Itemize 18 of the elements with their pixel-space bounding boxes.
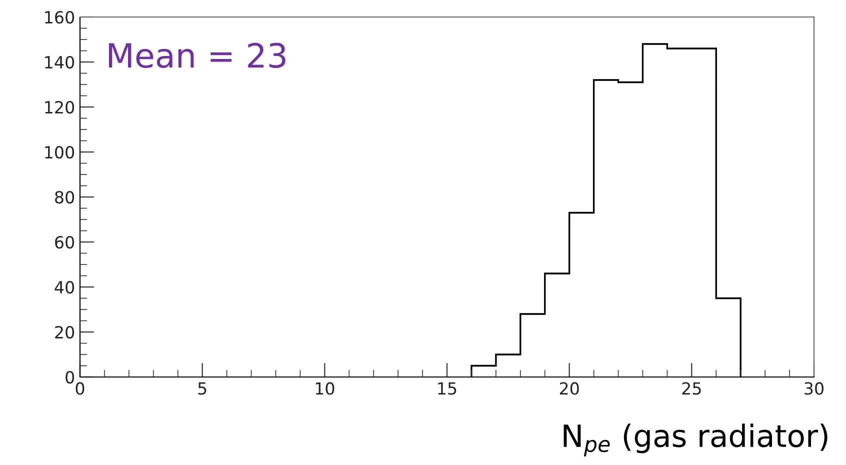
x-tick-label: 30 bbox=[804, 382, 824, 395]
y-tick-label: 140 bbox=[45, 56, 74, 69]
y-tick-label: 160 bbox=[45, 10, 74, 24]
x-tick-label: 25 bbox=[682, 382, 701, 395]
x-tick-label: 15 bbox=[438, 382, 456, 395]
y-tick-label: 80 bbox=[55, 190, 74, 204]
y-tick-label: 0 bbox=[66, 370, 74, 384]
x-tick-label: 20 bbox=[560, 382, 579, 395]
y-tick-label: 60 bbox=[55, 236, 74, 249]
annotation: Mean = 23 bbox=[108, 42, 286, 68]
y-tick-label: 100 bbox=[45, 146, 74, 159]
x-tick-label: 0 bbox=[76, 382, 84, 395]
y-tick-label: 40 bbox=[54, 280, 74, 294]
y-tick-label: 20 bbox=[55, 326, 74, 339]
x-tick-label: 10 bbox=[316, 382, 334, 395]
x-tick-label: 5 bbox=[198, 382, 206, 395]
x-axis-title: N$_{pe}$ (gas radiator) bbox=[564, 424, 828, 456]
y-tick-label: 120 bbox=[45, 100, 74, 114]
